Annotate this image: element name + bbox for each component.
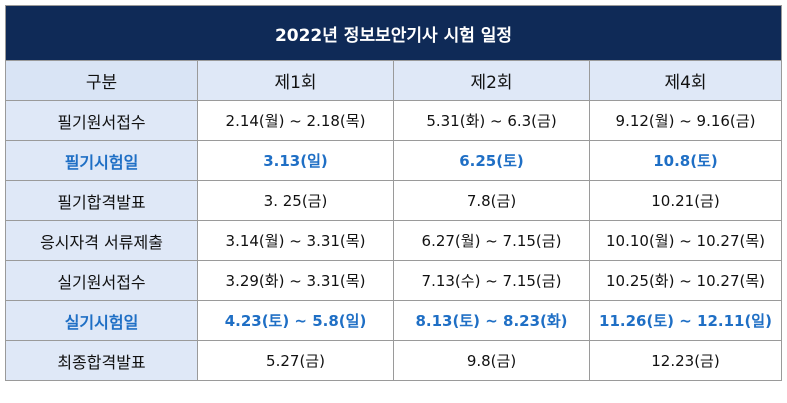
- table-cell: 9.12(월) ~ 9.16(금): [589, 100, 782, 141]
- table-row-highlight: 실기시험일 4.23(토) ~ 5.8(일) 8.13(토) ~ 8.23(화)…: [5, 300, 782, 341]
- row-label: 실기원서접수: [5, 260, 198, 301]
- table-title: 2022년 정보보안기사 시험 일정: [5, 5, 782, 61]
- table-cell: 3. 25(금): [197, 180, 394, 221]
- table-cell: 7.8(금): [393, 180, 590, 221]
- row-label: 최종합격발표: [5, 340, 198, 381]
- table-cell: 10.21(금): [589, 180, 782, 221]
- table-cell: 4.23(토) ~ 5.8(일): [197, 300, 394, 341]
- table-cell: 10.10(월) ~ 10.27(목): [589, 220, 782, 261]
- table-row: 실기원서접수 3.29(화) ~ 3.31(목) 7.13(수) ~ 7.15(…: [5, 260, 782, 301]
- table-cell: 2.14(월) ~ 2.18(목): [197, 100, 394, 141]
- table-cell: 6.25(토): [393, 140, 590, 181]
- header-row: 구분 제1회 제2회 제4회: [5, 60, 782, 101]
- table-cell: 3.14(월) ~ 3.31(목): [197, 220, 394, 261]
- table-row: 필기원서접수 2.14(월) ~ 2.18(목) 5.31(화) ~ 6.3(금…: [5, 100, 782, 141]
- header-label-cell: 구분: [5, 60, 198, 101]
- row-label: 응시자격 서류제출: [5, 220, 198, 261]
- table-row-highlight: 필기시험일 3.13(일) 6.25(토) 10.8(토): [5, 140, 782, 181]
- row-label: 필기합격발표: [5, 180, 198, 221]
- header-round-4: 제4회: [589, 60, 782, 101]
- exam-schedule-table: 2022년 정보보안기사 시험 일정 구분 제1회 제2회 제4회 필기원서접수…: [5, 5, 782, 381]
- row-label: 필기시험일: [5, 140, 198, 181]
- table-row: 응시자격 서류제출 3.14(월) ~ 3.31(목) 6.27(월) ~ 7.…: [5, 220, 782, 261]
- table-cell: 11.26(토) ~ 12.11(일): [589, 300, 782, 341]
- table-cell: 10.25(화) ~ 10.27(목): [589, 260, 782, 301]
- header-round-2: 제2회: [393, 60, 590, 101]
- title-row: 2022년 정보보안기사 시험 일정: [5, 5, 782, 61]
- table-cell: 10.8(토): [589, 140, 782, 181]
- table-cell: 8.13(토) ~ 8.23(화): [393, 300, 590, 341]
- table-cell: 9.8(금): [393, 340, 590, 381]
- table-cell: 12.23(금): [589, 340, 782, 381]
- table-cell: 6.27(월) ~ 7.15(금): [393, 220, 590, 261]
- table-cell: 5.27(금): [197, 340, 394, 381]
- row-label: 실기시험일: [5, 300, 198, 341]
- header-round-1: 제1회: [197, 60, 394, 101]
- table-row: 필기합격발표 3. 25(금) 7.8(금) 10.21(금): [5, 180, 782, 221]
- table-row: 최종합격발표 5.27(금) 9.8(금) 12.23(금): [5, 340, 782, 381]
- table-cell: 3.13(일): [197, 140, 394, 181]
- table-cell: 7.13(수) ~ 7.15(금): [393, 260, 590, 301]
- table-cell: 5.31(화) ~ 6.3(금): [393, 100, 590, 141]
- schedule-table-container: 2022년 정보보안기사 시험 일정 구분 제1회 제2회 제4회 필기원서접수…: [5, 5, 782, 381]
- table-cell: 3.29(화) ~ 3.31(목): [197, 260, 394, 301]
- row-label: 필기원서접수: [5, 100, 198, 141]
